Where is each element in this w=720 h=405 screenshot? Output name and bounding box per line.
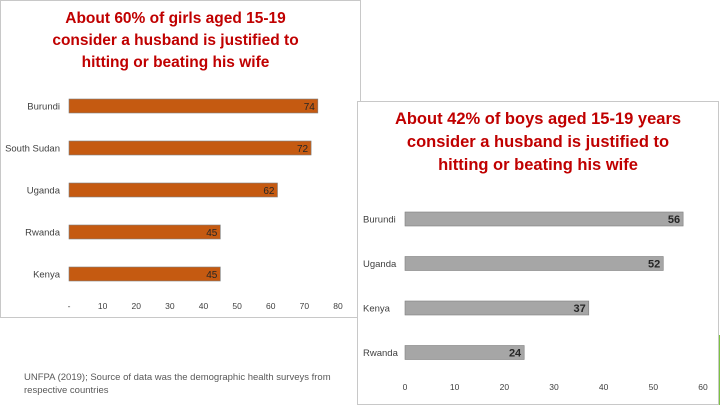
girls-category-label: Uganda: [27, 186, 61, 197]
boys-bar: [404, 256, 664, 271]
girls-category-label: Burundi: [27, 102, 60, 113]
boys-category-label: Rwanda: [363, 348, 399, 359]
girls-value-label: 74: [304, 102, 316, 113]
boys-category-label: Burundi: [363, 215, 396, 226]
boys-x-tick-label: 30: [549, 382, 559, 392]
boys-value-label: 52: [648, 259, 660, 271]
girls-x-tick-label: 60: [266, 301, 276, 311]
girls-bar: [68, 140, 312, 156]
source-note: UNFPA (2019); Source of data was the dem…: [24, 372, 331, 396]
boys-x-tick-label: 10: [450, 382, 460, 392]
boys-value-label: 37: [574, 303, 586, 315]
boys-category-label: Kenya: [363, 304, 391, 315]
girls-x-tick-label: 50: [232, 301, 242, 311]
boys-value-label: 56: [668, 214, 680, 226]
girls-x-tick-label: 70: [300, 301, 310, 311]
boys-category-label: Uganda: [363, 259, 397, 270]
girls-value-label: 45: [206, 270, 218, 281]
boys-bar: [404, 345, 525, 360]
boys-x-tick-label: 0: [403, 382, 408, 392]
girls-value-label: 62: [263, 186, 275, 197]
girls-x-tick-label: 30: [165, 301, 175, 311]
boys-x-tick-label: 20: [500, 382, 510, 392]
girls-value-label: 72: [297, 144, 309, 155]
girls-bar: [68, 266, 221, 282]
boys-value-label: 24: [509, 348, 522, 360]
girls-chart-title: About 60% of girls aged 15-19 consider a…: [52, 10, 299, 71]
girls-bar: [68, 182, 278, 198]
girls-bar: [68, 224, 221, 240]
girls-x-tick-label: 80: [333, 301, 343, 311]
girls-category-label: South Sudan: [5, 144, 60, 155]
girls-value-label: 45: [206, 228, 218, 239]
boys-x-tick-label: 50: [649, 382, 659, 392]
boys-bar: [404, 211, 684, 227]
girls-chart-panel: [0, 0, 361, 318]
girls-x-tick-label: -: [68, 301, 71, 311]
girls-x-tick-label: 40: [199, 301, 209, 311]
boys-x-tick-label: 40: [599, 382, 609, 392]
boys-x-tick-label: 60: [698, 382, 708, 392]
girls-x-tick-label: 20: [132, 301, 142, 311]
boys-bar: [404, 300, 590, 316]
girls-category-label: Rwanda: [25, 228, 61, 239]
girls-category-label: Kenya: [33, 270, 61, 281]
girls-bar: [68, 98, 319, 114]
girls-x-tick-label: 10: [98, 301, 108, 311]
boys-chart-title: About 42% of boys aged 15-19 years consi…: [394, 110, 682, 174]
